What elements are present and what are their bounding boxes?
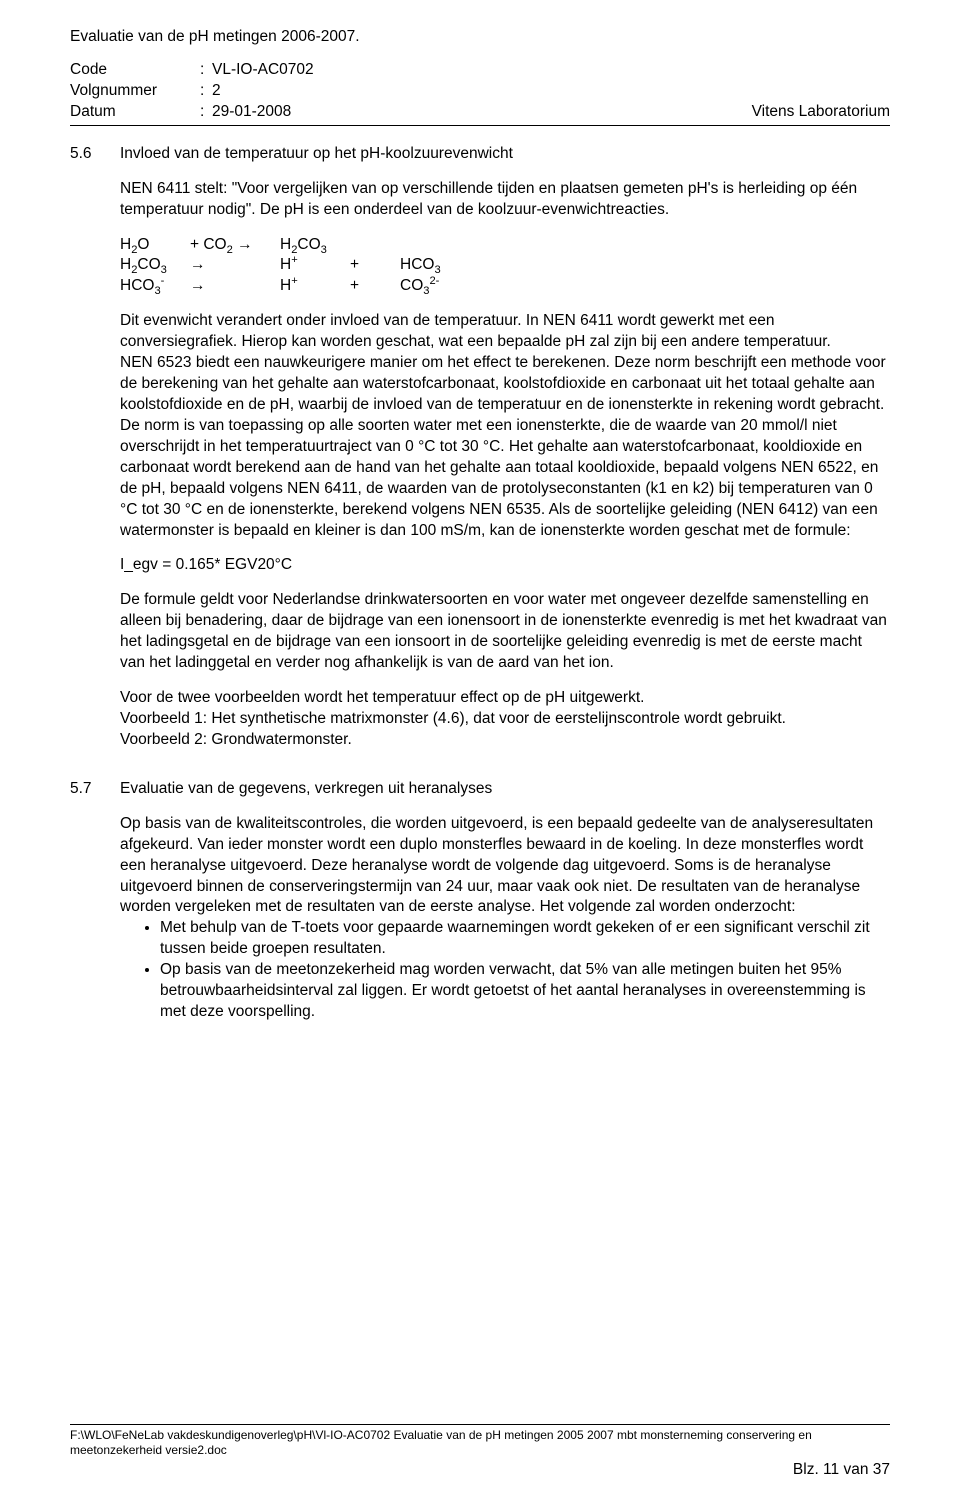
- meta-volg-label: Volgnummer: [70, 81, 200, 102]
- formula: I_egv = 0.165* EGV20°C: [120, 555, 890, 576]
- bullet-list: Met behulp van de T-toets voor gepaarde …: [120, 918, 890, 1023]
- section-5-7: 5.7 Evaluatie van de gegevens, verkregen…: [70, 779, 890, 1023]
- meta-code: Code : VL-IO-AC0702: [70, 60, 890, 81]
- meta-volg: Volgnummer : 2: [70, 81, 890, 102]
- paragraph: NEN 6411 stelt: "Voor vergelijken van op…: [120, 179, 890, 221]
- footer-page-number: Blz. 11 van 37: [70, 1461, 890, 1479]
- section-number: 5.6: [70, 144, 120, 765]
- meta-sep: :: [200, 102, 212, 123]
- header-divider: [70, 125, 890, 126]
- meta-volg-value: 2: [212, 81, 221, 102]
- footer-path: F:\WLO\FeNeLab vakdeskundigenoverleg\pH\…: [70, 1428, 890, 1459]
- section-5-6: 5.6 Invloed van de temperatuur op het pH…: [70, 144, 890, 765]
- doc-title: Evaluatie van de pH metingen 2006-2007.: [70, 28, 890, 46]
- list-item: Op basis van de meetonzekerheid mag word…: [160, 960, 890, 1023]
- meta-code-label: Code: [70, 60, 200, 81]
- list-item: Met behulp van de T-toets voor gepaarde …: [160, 918, 890, 960]
- equation-block: H2O + CO2 → H2CO3 H2CO3 → H+ + HCO3 HCO3…: [120, 235, 890, 298]
- meta-datum-row: Datum : 29-01-2008 Vitens Laboratorium: [70, 102, 890, 123]
- meta-code-value: VL-IO-AC0702: [212, 60, 314, 81]
- section-heading: Evaluatie van de gegevens, verkregen uit…: [120, 779, 890, 800]
- section-heading: Invloed van de temperatuur op het pH-koo…: [120, 144, 890, 165]
- paragraph: Dit evenwicht verandert onder invloed va…: [120, 311, 890, 541]
- paragraph: Op basis van de kwaliteitscontroles, die…: [120, 814, 890, 919]
- lab-name: Vitens Laboratorium: [752, 102, 890, 123]
- meta-sep: :: [200, 81, 212, 102]
- paragraph: De formule geldt voor Nederlandse drinkw…: [120, 590, 890, 674]
- footer-divider: [70, 1424, 890, 1425]
- equation-row: H2CO3 → H+ + HCO3: [120, 255, 890, 276]
- meta-sep: :: [200, 60, 212, 81]
- meta-datum-value: 29-01-2008: [212, 102, 291, 123]
- equation-row: H2O + CO2 → H2CO3: [120, 235, 890, 256]
- section-number: 5.7: [70, 779, 120, 1023]
- meta-datum-label: Datum: [70, 102, 200, 123]
- paragraph: Voor de twee voorbeelden wordt het tempe…: [120, 688, 890, 751]
- page-footer: F:\WLO\FeNeLab vakdeskundigenoverleg\pH\…: [70, 1424, 890, 1479]
- equation-row: HCO3- → H+ + CO32-: [120, 276, 890, 297]
